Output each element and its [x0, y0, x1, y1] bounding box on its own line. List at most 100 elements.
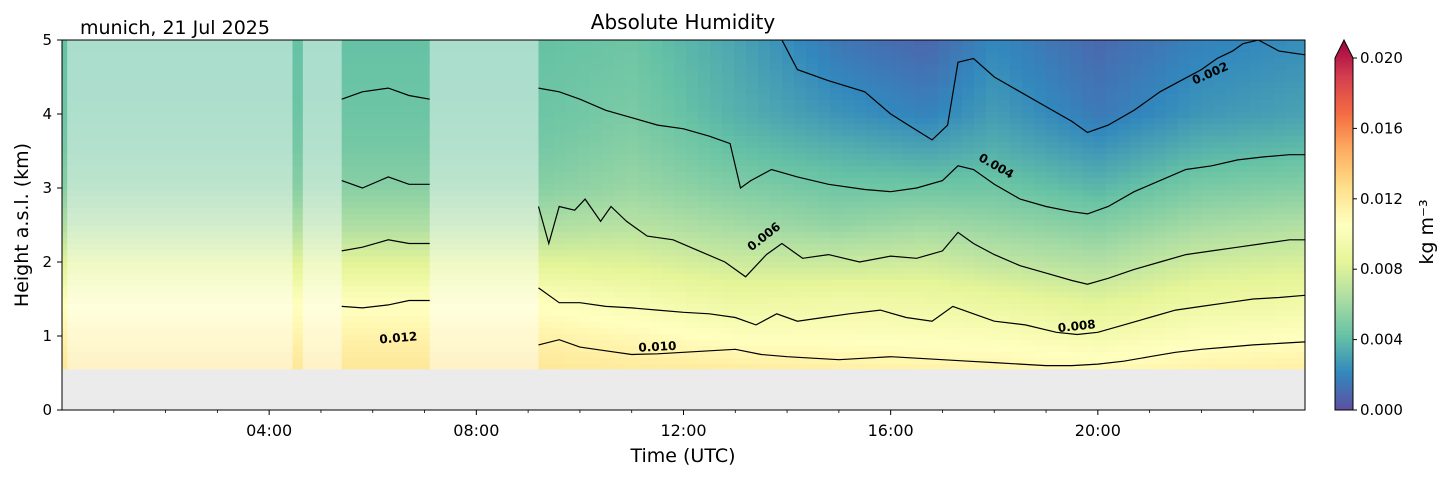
humidity-cell — [566, 82, 579, 89]
humidity-cell — [998, 304, 1011, 311]
humidity-cell — [110, 160, 123, 167]
humidity-cell — [290, 64, 303, 71]
humidity-cell — [866, 160, 879, 167]
humidity-cell — [278, 64, 291, 71]
humidity-cell — [758, 358, 771, 365]
humidity-cell — [842, 244, 855, 251]
humidity-cell — [1082, 238, 1095, 245]
humidity-cell — [914, 310, 927, 317]
humidity-cell — [362, 238, 375, 245]
humidity-cell — [878, 286, 891, 293]
humidity-cell — [1034, 52, 1047, 59]
humidity-cell — [974, 322, 987, 329]
humidity-cell — [338, 256, 351, 263]
humidity-cell — [614, 190, 627, 197]
humidity-cell — [266, 322, 279, 329]
humidity-cell — [758, 184, 771, 191]
humidity-cell — [98, 256, 111, 263]
humidity-cell — [506, 196, 519, 203]
humidity-cell — [950, 52, 963, 59]
humidity-cell — [734, 256, 747, 263]
humidity-cell — [98, 352, 111, 359]
humidity-cell — [542, 148, 555, 155]
humidity-cell — [326, 52, 339, 59]
humidity-cell — [410, 292, 423, 299]
humidity-cell — [1034, 250, 1047, 257]
humidity-cell — [458, 136, 471, 143]
humidity-cell — [650, 112, 663, 119]
humidity-cell — [182, 310, 195, 317]
humidity-cell — [182, 154, 195, 161]
humidity-cell — [386, 256, 399, 263]
humidity-cell — [110, 238, 123, 245]
humidity-cell — [866, 196, 879, 203]
humidity-cell — [410, 274, 423, 281]
humidity-cell — [110, 136, 123, 143]
humidity-cell — [602, 238, 615, 245]
humidity-cell — [566, 310, 579, 317]
humidity-cell — [1046, 70, 1059, 77]
humidity-cell — [674, 352, 687, 359]
humidity-cell — [86, 76, 99, 83]
humidity-cell — [122, 40, 135, 47]
humidity-cell — [506, 100, 519, 107]
humidity-cell — [446, 58, 459, 65]
humidity-cell — [854, 100, 867, 107]
humidity-cell — [854, 88, 867, 95]
humidity-cell — [650, 148, 663, 155]
humidity-cell — [566, 118, 579, 125]
humidity-cell — [146, 172, 159, 179]
humidity-cell — [710, 52, 723, 59]
humidity-cell — [1106, 94, 1119, 101]
humidity-cell — [866, 328, 879, 335]
humidity-cell — [1010, 88, 1023, 95]
humidity-cell — [206, 142, 219, 149]
humidity-cell — [926, 166, 939, 173]
humidity-cell — [1022, 202, 1035, 209]
humidity-cell — [1142, 70, 1155, 77]
humidity-cell — [302, 316, 315, 323]
humidity-cell — [422, 250, 435, 257]
humidity-cell — [782, 178, 795, 185]
humidity-cell — [1118, 220, 1131, 227]
humidity-cell — [590, 340, 603, 347]
humidity-cell — [446, 286, 459, 293]
humidity-cell — [1010, 100, 1023, 107]
humidity-cell — [278, 88, 291, 95]
humidity-cell — [122, 64, 135, 71]
humidity-cell — [218, 256, 231, 263]
humidity-cell — [374, 292, 387, 299]
humidity-cell — [974, 256, 987, 263]
humidity-cell — [866, 172, 879, 179]
humidity-cell — [506, 160, 519, 167]
humidity-cell — [734, 130, 747, 137]
humidity-cell — [410, 340, 423, 347]
humidity-cell — [74, 256, 87, 263]
humidity-cell — [326, 250, 339, 257]
humidity-cell — [170, 100, 183, 107]
humidity-cell — [434, 136, 447, 143]
humidity-cell — [1034, 298, 1047, 305]
humidity-cell — [518, 280, 531, 287]
humidity-cell — [290, 340, 303, 347]
humidity-cell — [470, 190, 483, 197]
humidity-cell — [62, 148, 75, 155]
humidity-cell — [746, 286, 759, 293]
humidity-cell — [1106, 208, 1119, 215]
humidity-cell — [98, 274, 111, 281]
humidity-cell — [62, 154, 75, 161]
humidity-cell — [494, 202, 507, 209]
humidity-cell — [1130, 40, 1143, 47]
humidity-cell — [1082, 364, 1095, 371]
humidity-cell — [986, 142, 999, 149]
humidity-cell — [1094, 262, 1107, 269]
humidity-cell — [362, 334, 375, 341]
humidity-cell — [530, 190, 543, 197]
humidity-cell — [746, 250, 759, 257]
humidity-cell — [998, 232, 1011, 239]
humidity-cell — [962, 364, 975, 371]
humidity-cell — [1070, 130, 1083, 137]
humidity-cell — [170, 184, 183, 191]
humidity-cell — [134, 100, 147, 107]
humidity-cell — [974, 94, 987, 101]
